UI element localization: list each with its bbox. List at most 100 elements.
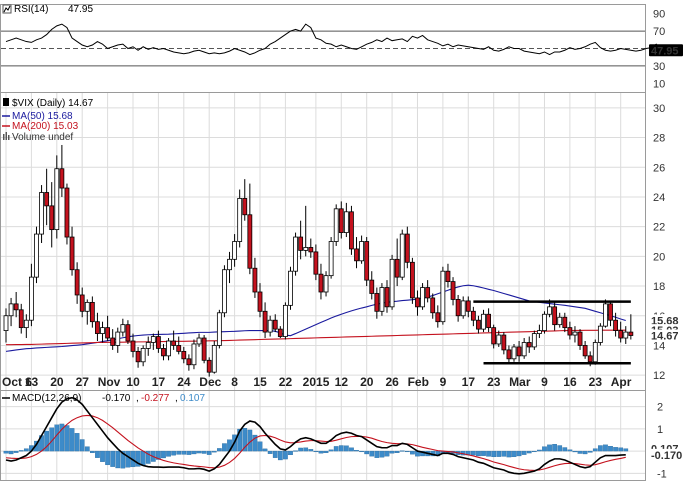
candle [628, 314, 634, 340]
candle-body [587, 355, 593, 363]
candle-body [562, 316, 568, 329]
candle-body [582, 345, 588, 357]
candle-body [521, 342, 527, 357]
candle [496, 330, 502, 347]
candle [476, 315, 481, 334]
macd-legend-value: -0.170 [102, 393, 131, 404]
candle [323, 271, 329, 297]
candle-body [379, 287, 385, 312]
macd-y-tick: -1 [657, 468, 667, 480]
candle [308, 238, 314, 258]
macd-histogram-bar [272, 450, 278, 458]
candle [125, 320, 131, 344]
macd-histogram-bar [313, 450, 319, 453]
candle-body [415, 297, 420, 308]
candle-body [338, 208, 344, 233]
candle [28, 263, 34, 327]
candle [577, 329, 583, 350]
candle-body [608, 303, 613, 321]
candle [343, 202, 349, 238]
candle-body [384, 287, 390, 308]
candle [537, 324, 542, 339]
candle-body [349, 211, 354, 250]
macd-histogram-bar [542, 446, 547, 452]
candle [145, 336, 151, 356]
candle-body [308, 247, 314, 253]
candle [501, 332, 507, 355]
candle-body [409, 261, 415, 299]
price-y-tick: 20 [653, 251, 665, 263]
candle-body [242, 198, 248, 216]
candle [313, 244, 319, 281]
candle-body [140, 348, 146, 363]
macd-histogram-bar [166, 450, 171, 457]
macd-histogram-bar [74, 433, 80, 452]
macd-histogram-bar [562, 447, 568, 452]
rsi-y-tick: 10 [653, 78, 665, 90]
candle-body [130, 340, 136, 352]
candle [608, 300, 613, 327]
candle [603, 299, 608, 328]
macd-histogram-bar [572, 450, 578, 453]
macd-histogram-bar [491, 450, 497, 458]
candle [597, 323, 603, 346]
candle-body [613, 319, 618, 331]
macd-histogram-bar [23, 448, 29, 452]
candle-body [145, 342, 151, 349]
macd-y-tick: 1 [657, 424, 663, 436]
x-tick: Apr [611, 375, 632, 389]
candle-body [247, 214, 253, 269]
macd-histogram-bar [110, 450, 116, 467]
macd-histogram-bar [526, 450, 532, 454]
candle-body [374, 293, 380, 312]
candle [516, 340, 522, 362]
macd-histogram-bar [567, 449, 573, 452]
candle-body [354, 248, 359, 262]
volume-legend-label: Volume undef [12, 132, 73, 143]
macd-histogram-bar [18, 450, 24, 452]
candle [338, 201, 344, 239]
rsi-layer: 907050301047.95 [1, 9, 683, 90]
candle-body [343, 211, 349, 233]
candle [333, 204, 339, 246]
candle [399, 229, 405, 281]
candle [303, 205, 309, 257]
candle-body [445, 270, 451, 282]
macd-histogram-bar [506, 450, 512, 458]
macd-histogram-bar [267, 450, 273, 454]
candle [415, 290, 420, 316]
candle-body [84, 301, 90, 312]
x-tick: 15 [253, 375, 267, 389]
candle [521, 338, 527, 359]
candle-body [150, 336, 156, 343]
macd-histogram-bar [303, 447, 309, 452]
x-tick: 12 [335, 375, 349, 389]
rsi-y-tick: 30 [653, 61, 665, 73]
macd-histogram-bar [201, 450, 207, 454]
macd-histogram-bar [379, 450, 385, 458]
macd-histogram-bar [476, 450, 481, 457]
macd-histogram-bar [120, 450, 126, 469]
candle-body [64, 187, 70, 238]
candle [100, 321, 105, 343]
candle-body [501, 334, 507, 351]
rsi-title: RSI(14) [14, 4, 48, 15]
candle-body [603, 303, 608, 327]
candle [486, 308, 492, 333]
x-tick: Dec [199, 375, 221, 389]
candle-body [8, 303, 14, 317]
candle-body [49, 205, 55, 231]
candle [211, 340, 217, 374]
macd-histogram-bar [486, 450, 491, 457]
candle [440, 266, 446, 325]
candle-body [394, 258, 400, 278]
macd-line [5, 396, 626, 475]
candle [89, 296, 95, 328]
candle [23, 314, 29, 339]
candle [252, 257, 258, 298]
x-tick: 20 [50, 375, 64, 389]
vix-legend-label: $VIX (Daily) 14.67 [12, 98, 94, 109]
candle-body [252, 267, 258, 293]
candle [227, 251, 232, 284]
macd-histogram-bar [623, 448, 629, 452]
